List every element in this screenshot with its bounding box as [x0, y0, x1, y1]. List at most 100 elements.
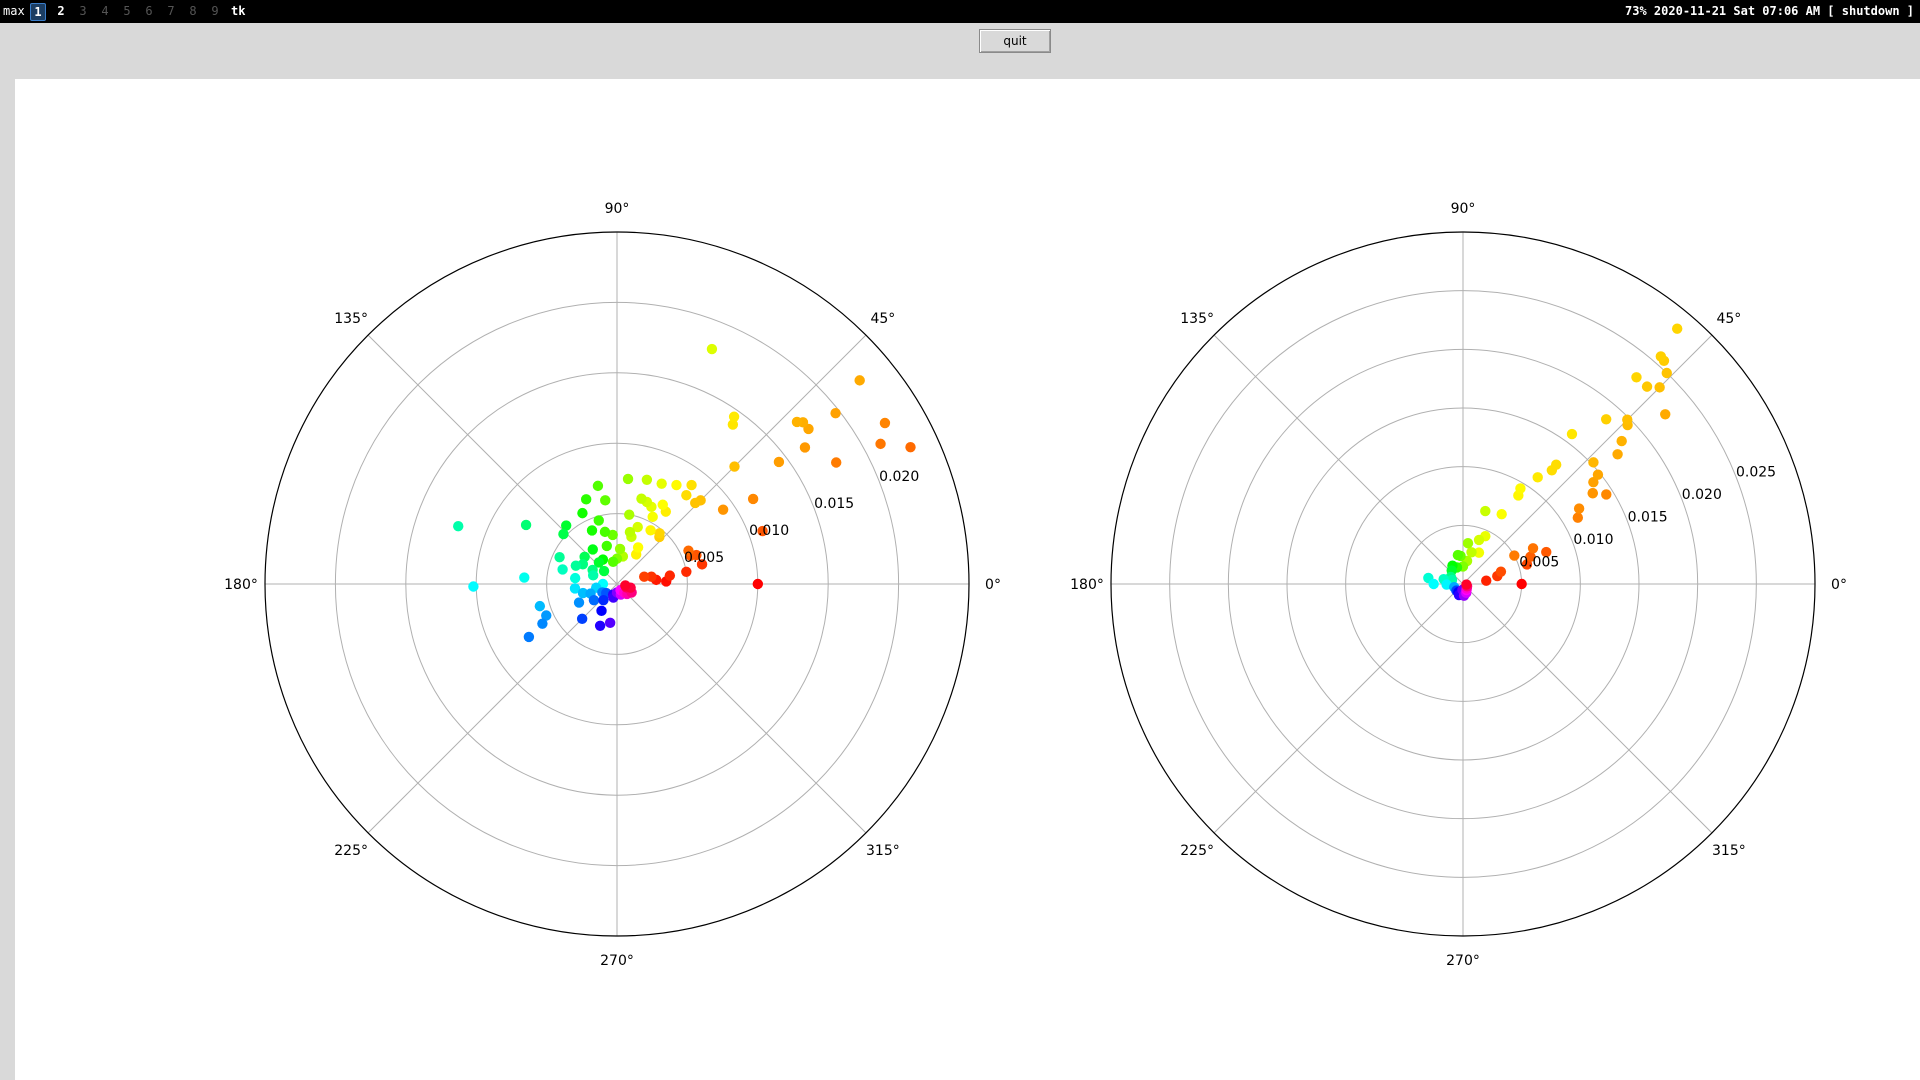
- angular-gridline: [616, 583, 867, 834]
- workspace-9[interactable]: 9: [211, 4, 219, 18]
- polar-frame: [1110, 231, 1816, 937]
- data-point: [647, 511, 658, 523]
- data-point: [799, 442, 811, 453]
- data-point: [453, 521, 464, 532]
- workspace-6[interactable]: 6: [145, 4, 153, 18]
- data-point: [624, 509, 635, 520]
- theta-tick-label: 315°: [866, 843, 900, 859]
- theta-tick-label: 180°: [1070, 577, 1104, 593]
- data-point: [1541, 546, 1552, 558]
- data-point: [534, 600, 546, 612]
- figure-canvas: 0° 45° 90° 135° 180° 225° 270° 315° 0.005 0.010 0.…: [15, 79, 1920, 1080]
- data-point: [1660, 409, 1671, 420]
- data-point: [569, 583, 581, 594]
- data-point: [875, 438, 886, 450]
- theta-tick-label: 0°: [985, 577, 1001, 593]
- status-text[interactable]: 73% 2020-11-21 Sat 07:06 AM [ shutdown ]: [1625, 4, 1914, 18]
- data-point: [1573, 503, 1585, 514]
- data-point: [646, 571, 657, 582]
- data-point: [657, 499, 668, 510]
- workspace-4[interactable]: 4: [101, 4, 109, 18]
- data-point: [632, 521, 643, 533]
- data-point: [1588, 476, 1599, 488]
- theta-tick-label: 90°: [1451, 201, 1476, 217]
- data-point: [1461, 579, 1472, 590]
- data-point: [1525, 551, 1536, 562]
- data-point: [791, 416, 803, 428]
- data-point: [592, 480, 604, 492]
- data-point: [690, 497, 701, 509]
- theta-tick-label: 270°: [600, 953, 634, 969]
- data-point: [773, 456, 785, 468]
- data-point: [1532, 472, 1543, 483]
- data-point: [594, 620, 606, 631]
- data-point: [614, 543, 626, 555]
- radial-tick-label: 0.010: [749, 523, 789, 539]
- data-point: [519, 572, 530, 583]
- data-point: [523, 631, 535, 643]
- data-point: [683, 545, 694, 556]
- radial-tick-label: 0.020: [1682, 487, 1722, 503]
- data-point: [577, 587, 589, 599]
- workspace-5[interactable]: 5: [123, 4, 131, 18]
- window-title: tk: [231, 4, 246, 18]
- theta-tick-label: 270°: [1446, 953, 1480, 969]
- data-point: [727, 419, 739, 430]
- workspace-8[interactable]: 8: [189, 4, 197, 18]
- data-point: [1550, 459, 1562, 470]
- data-point: [587, 570, 599, 581]
- data-point: [624, 526, 636, 538]
- workspace-7[interactable]: 7: [167, 4, 175, 18]
- data-point: [601, 540, 612, 552]
- data-point: [1496, 509, 1507, 520]
- radial-tick-label: 0.015: [814, 496, 854, 512]
- data-point: [1466, 547, 1477, 558]
- data-point: [1473, 547, 1485, 558]
- data-point: [1566, 428, 1578, 440]
- data-point: [596, 605, 607, 617]
- data-point: [830, 408, 841, 419]
- data-point: [554, 552, 565, 563]
- data-point: [656, 478, 667, 489]
- data-point: [728, 411, 740, 422]
- polar-plot-left: 0° 45° 90° 135° 180° 225° 270° 315° 0.005 0.010 0.…: [224, 201, 1001, 969]
- data-point: [681, 566, 692, 577]
- data-point: [468, 581, 479, 592]
- data-point: [632, 542, 644, 553]
- data-point: [752, 578, 763, 590]
- data-point: [729, 461, 740, 472]
- data-point: [604, 617, 616, 629]
- data-point: [573, 597, 585, 608]
- data-point: [1572, 512, 1584, 523]
- radial-tick-label: 0.010: [1573, 532, 1613, 548]
- data-point: [1655, 351, 1667, 362]
- data-point: [1462, 538, 1474, 549]
- data-point: [1452, 549, 1464, 561]
- angular-gridline: [616, 334, 867, 585]
- polar-figure: 0° 45° 90° 135° 180° 225° 270° 315° 0.005 0.010 0.…: [224, 201, 1847, 969]
- data-point: [1428, 578, 1439, 590]
- data-point: [757, 525, 768, 537]
- theta-tick-label: 225°: [1180, 843, 1214, 859]
- workspace-2[interactable]: 2: [57, 4, 65, 18]
- angular-gridline: [1462, 583, 1713, 834]
- data-point: [598, 594, 609, 606]
- data-point: [593, 557, 605, 568]
- data-point: [636, 493, 647, 504]
- theta-tick-label: 135°: [334, 311, 368, 327]
- data-point: [557, 564, 568, 575]
- workspace-3[interactable]: 3: [79, 4, 87, 18]
- theta-tick-label: 0°: [1831, 577, 1847, 593]
- data-point: [570, 560, 582, 571]
- data-point: [587, 544, 598, 555]
- data-point: [831, 457, 842, 468]
- data-point: [879, 417, 891, 429]
- data-point: [905, 441, 916, 453]
- workspace-1[interactable]: 1: [30, 3, 46, 21]
- data-point: [1516, 578, 1527, 590]
- quit-button[interactable]: quit: [979, 29, 1051, 53]
- data-point: [622, 473, 634, 485]
- data-point: [1616, 435, 1627, 447]
- data-point: [639, 571, 650, 582]
- data-point: [1671, 323, 1683, 334]
